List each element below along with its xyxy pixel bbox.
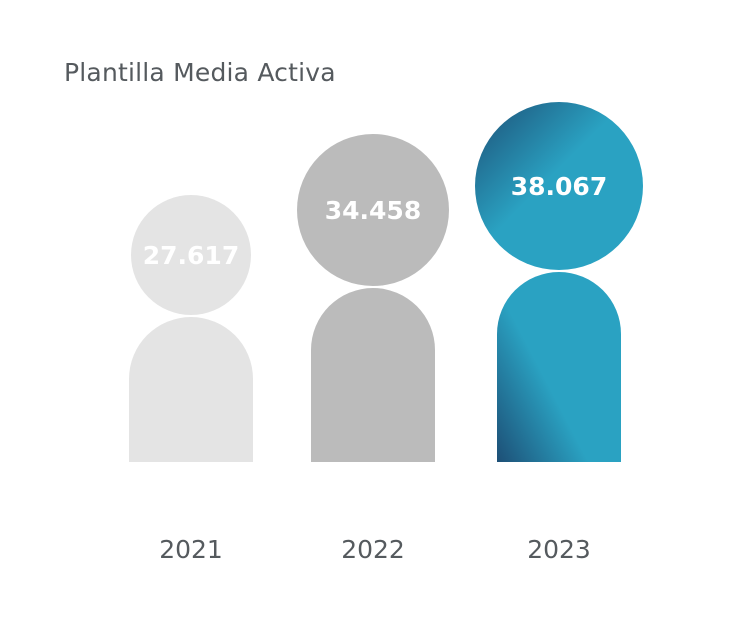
figure-head-2022: [297, 134, 449, 286]
figure-body-2021: [129, 317, 253, 462]
value-label-2023: 38.067: [511, 172, 607, 201]
value-label-2021: 27.617: [143, 241, 239, 270]
year-label-2021: 2021: [159, 535, 223, 564]
figure-head-2023: [475, 102, 643, 270]
value-label-2022: 34.458: [325, 196, 421, 225]
figure-head-2021: [131, 195, 251, 315]
figure-body-2022: [311, 288, 435, 462]
figure-body-2023: [497, 272, 621, 462]
year-label-2023: 2023: [527, 535, 591, 564]
chart-title: Plantilla Media Activa: [64, 58, 336, 87]
year-label-2022: 2022: [341, 535, 405, 564]
